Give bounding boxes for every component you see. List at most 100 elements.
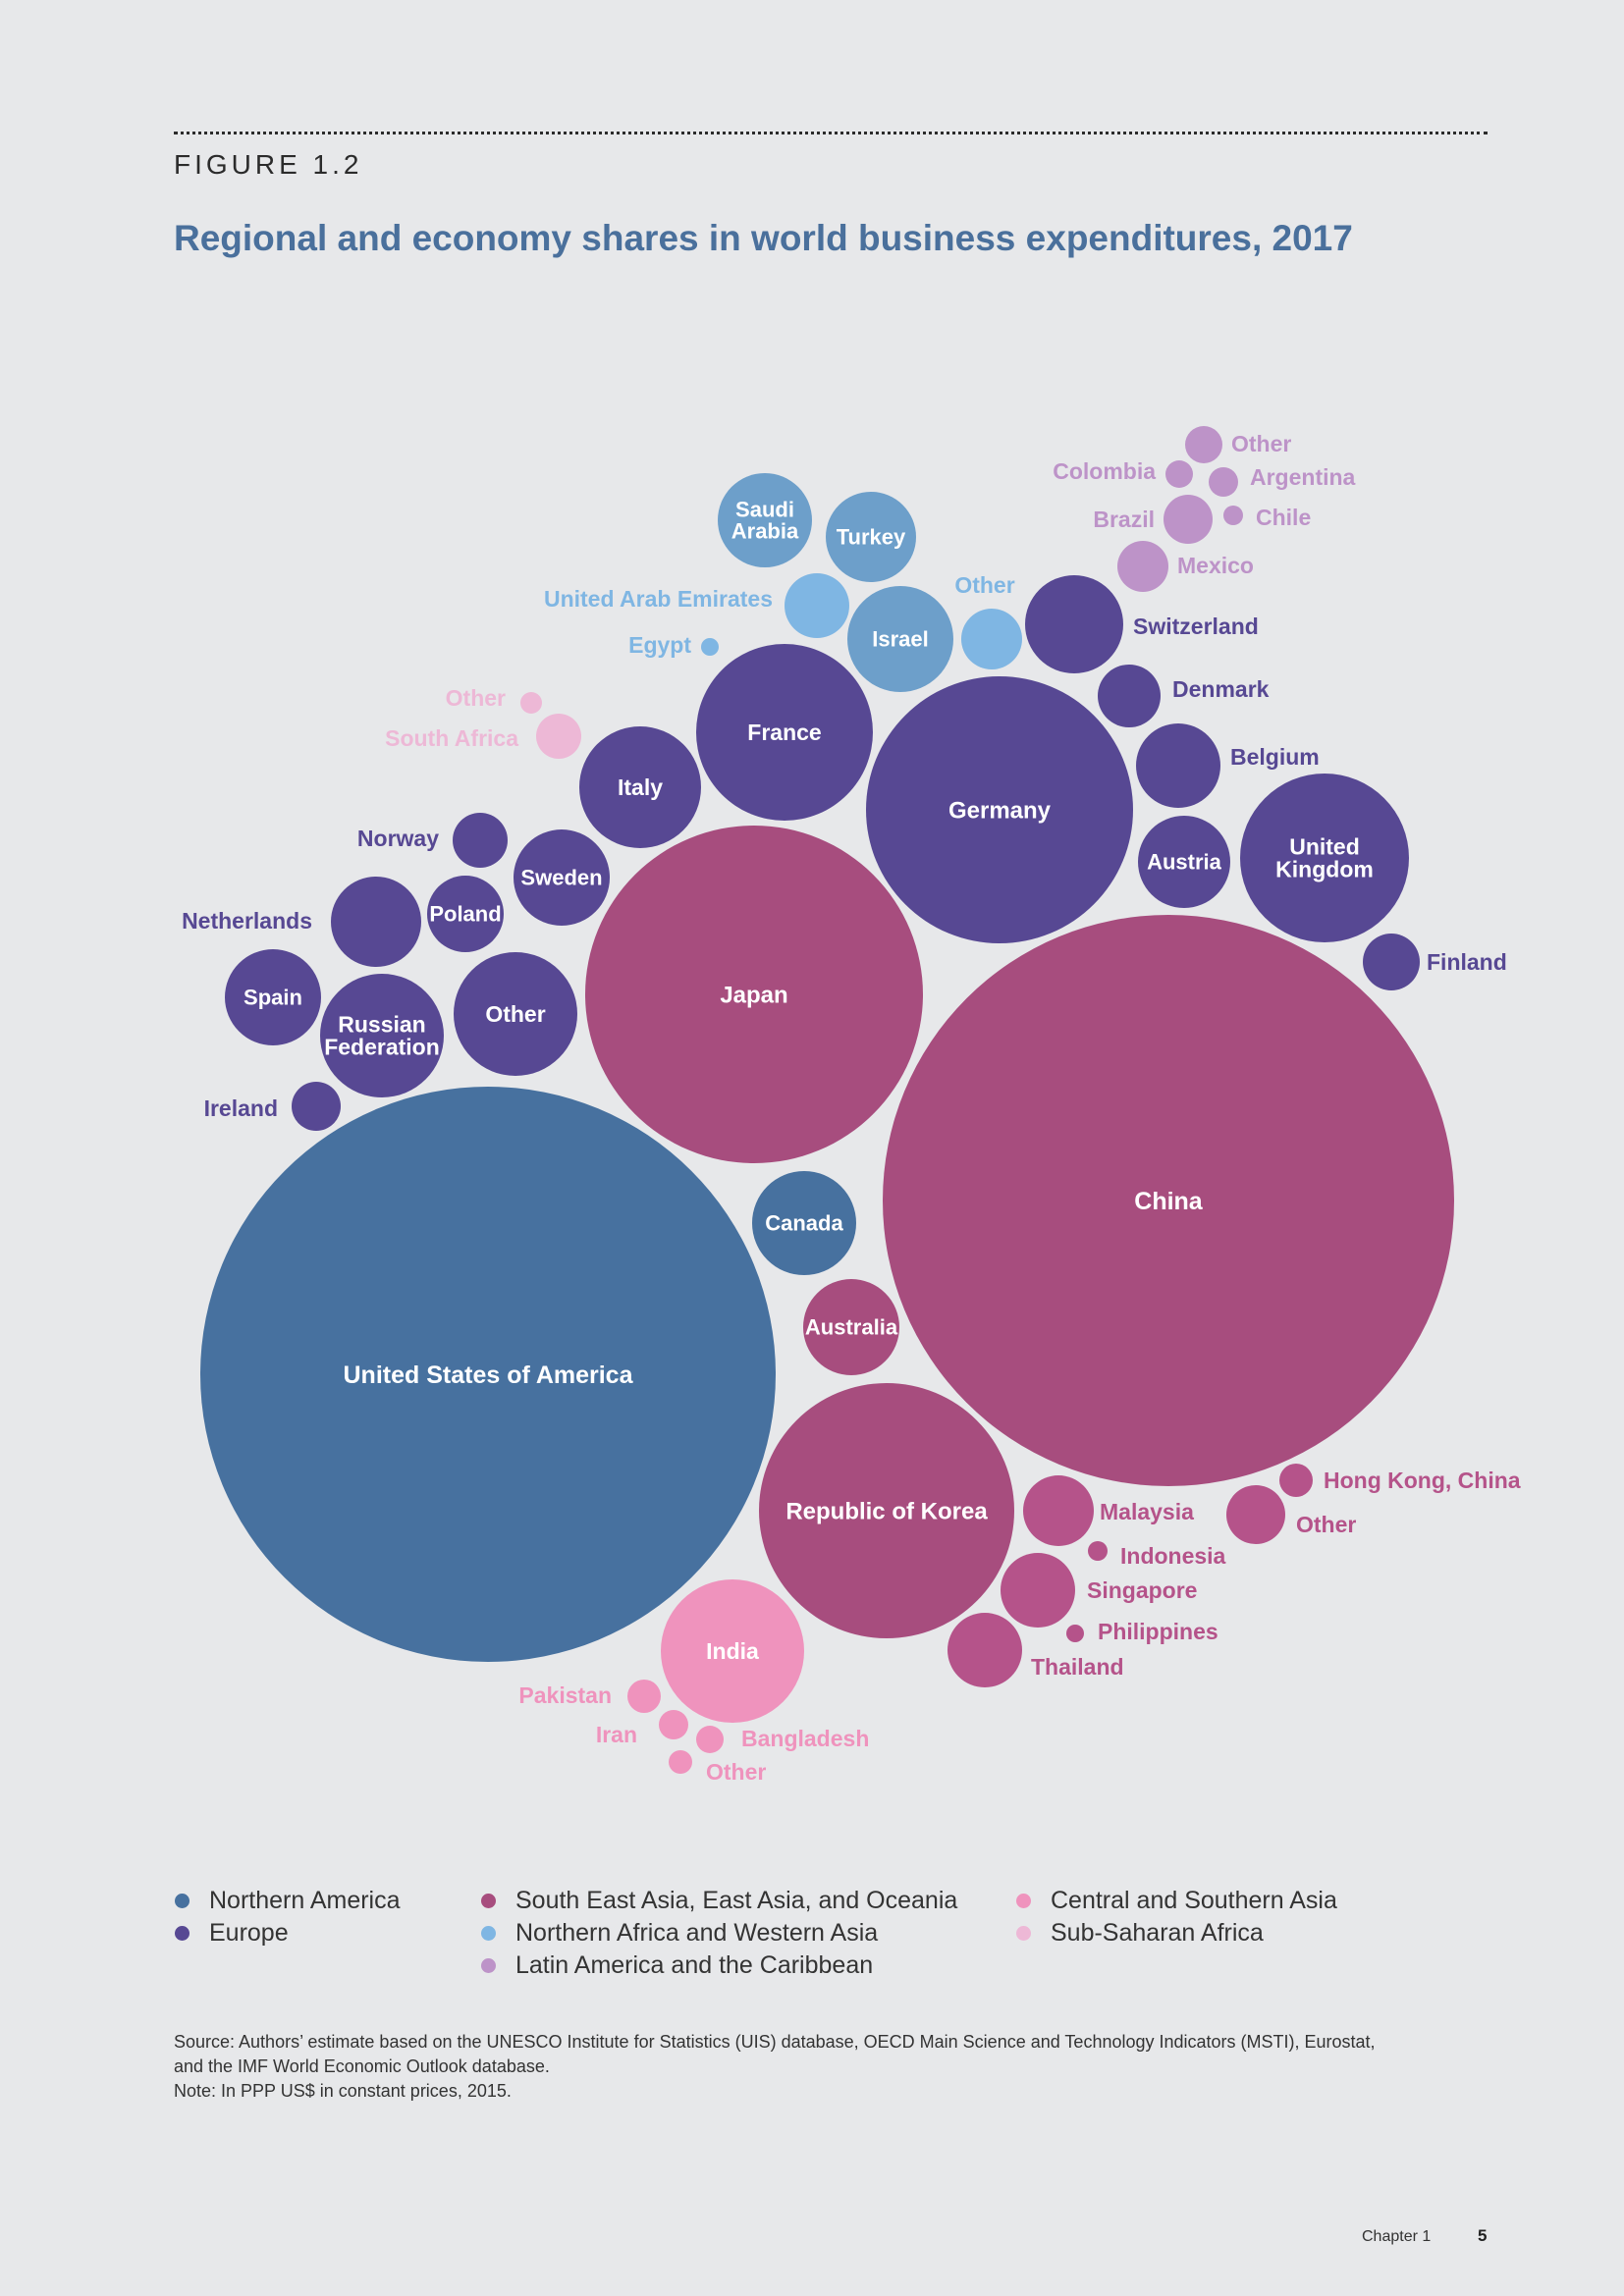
bubble-israel bbox=[847, 586, 953, 692]
bubble-label-line: Kingdom bbox=[1275, 857, 1374, 882]
bubble-label-chile: Chile bbox=[1256, 505, 1311, 530]
bubble-other bbox=[1226, 1485, 1285, 1544]
bubble-south-africa bbox=[536, 714, 581, 759]
bubble-label-other: Other bbox=[954, 572, 1014, 598]
bubble-other bbox=[669, 1750, 692, 1774]
bubble-label-austria: Austria bbox=[1147, 850, 1222, 875]
bubble-brazil bbox=[1164, 495, 1213, 544]
bubble-china bbox=[883, 915, 1454, 1486]
legend-label: Northern Africa and Western Asia bbox=[515, 1919, 879, 1947]
bubble-label-mexico: Mexico bbox=[1177, 553, 1254, 578]
bubble-netherlands bbox=[331, 877, 421, 967]
bubble-france bbox=[696, 644, 873, 821]
legend-dot bbox=[481, 1958, 496, 1973]
bubble-united-arab-emirates bbox=[785, 573, 849, 638]
bubble-ireland bbox=[292, 1082, 341, 1131]
bubble-label-thailand: Thailand bbox=[1031, 1654, 1124, 1680]
bubble-label-line: Arabia bbox=[731, 519, 799, 544]
bubble-label-line: Russian bbox=[338, 1012, 425, 1038]
bubble-label-brazil: Brazil bbox=[1093, 507, 1155, 532]
legend-dot bbox=[1016, 1926, 1031, 1941]
bubble-label-norway: Norway bbox=[357, 826, 439, 851]
bubble-sweden bbox=[514, 829, 610, 926]
bubble-label-united-states-of-america: United States of America bbox=[344, 1362, 634, 1389]
bubble-united-kingdom bbox=[1240, 774, 1409, 942]
bubble-bangladesh bbox=[696, 1726, 724, 1753]
bubble-label-line: United bbox=[1289, 834, 1360, 860]
footer-chapter: Chapter 1 bbox=[1362, 2228, 1432, 2245]
dotted-rule bbox=[174, 132, 1488, 134]
bubble-republic-of-korea bbox=[759, 1383, 1014, 1638]
bubble-label-spain: Spain bbox=[244, 986, 302, 1010]
figure-label: FIGURE 1.2 bbox=[174, 149, 363, 180]
bubble-united-states-of-america bbox=[200, 1087, 776, 1662]
bubble-denmark bbox=[1098, 665, 1161, 727]
bubble-label-hong-kong-china: Hong Kong, China bbox=[1324, 1468, 1521, 1493]
bubble-label-line: Saudi bbox=[735, 498, 794, 522]
chart-title: Regional and economy shares in world bus… bbox=[174, 218, 1353, 258]
bubble-finland bbox=[1363, 934, 1420, 990]
legend-item-northern-america: Northern America bbox=[175, 1887, 401, 1915]
legend-dot bbox=[481, 1926, 496, 1941]
bubble-argentina bbox=[1209, 467, 1238, 497]
bubble-colombia bbox=[1165, 460, 1193, 488]
bubble-label-indonesia: Indonesia bbox=[1120, 1543, 1226, 1569]
bubble-singapore bbox=[1001, 1553, 1075, 1628]
legend-label: Latin America and the Caribbean bbox=[515, 1951, 874, 1979]
bubble-iran bbox=[659, 1710, 688, 1739]
footer-page-number: 5 bbox=[1478, 2226, 1488, 2245]
bubble-india bbox=[661, 1579, 804, 1723]
bubble-label-poland: Poland bbox=[429, 902, 501, 927]
bubble-label-denmark: Denmark bbox=[1172, 676, 1270, 702]
bubble-chile bbox=[1223, 506, 1243, 525]
bubble-label-australia: Australia bbox=[805, 1315, 898, 1340]
legend-label: Sub-Saharan Africa bbox=[1051, 1919, 1264, 1947]
bubble-turkey bbox=[826, 492, 916, 582]
legend-label: Northern America bbox=[209, 1887, 401, 1914]
bubble-label-turkey: Turkey bbox=[837, 525, 906, 550]
bubble-label-singapore: Singapore bbox=[1087, 1577, 1197, 1603]
source-note: Source: Authors’ estimate based on the U… bbox=[174, 2030, 1450, 2104]
bubble-egypt bbox=[701, 638, 719, 656]
bubble-saudi-arabia bbox=[718, 473, 812, 567]
bubble-label-united-kingdom: United Kingdom bbox=[1275, 834, 1374, 882]
bubble-japan bbox=[585, 826, 923, 1163]
bubble-label-finland: Finland bbox=[1427, 949, 1507, 975]
bubble-label-ireland: Ireland bbox=[204, 1095, 278, 1121]
bubble-label-other: Other bbox=[1231, 431, 1291, 456]
bubble-label-pakistan: Pakistan bbox=[518, 1682, 612, 1708]
bubble-label-netherlands: Netherlands bbox=[182, 908, 312, 934]
bubble-other bbox=[1185, 426, 1222, 463]
bubble-label-saudi-arabia: Saudi Arabia bbox=[731, 498, 799, 544]
bubble-mexico bbox=[1117, 541, 1168, 592]
bubble-label-germany: Germany bbox=[948, 797, 1052, 824]
bubble-label-south-africa: South Africa bbox=[385, 725, 518, 751]
legend-label: Central and Southern Asia bbox=[1051, 1887, 1337, 1914]
legend-dot bbox=[175, 1926, 189, 1941]
bubble-thailand bbox=[947, 1613, 1022, 1687]
bubble-hong-kong-china bbox=[1279, 1464, 1313, 1497]
bubble-label-philippines: Philippines bbox=[1098, 1619, 1218, 1644]
bubble-label-switzerland: Switzerland bbox=[1133, 614, 1259, 639]
bubble-poland bbox=[427, 876, 504, 952]
bubble-label-canada: Canada bbox=[765, 1211, 843, 1236]
bubble-label-russian-federation: Russian Federation bbox=[324, 1012, 440, 1060]
bubble-malaysia bbox=[1023, 1475, 1094, 1546]
legend-label: Europe bbox=[209, 1919, 289, 1947]
bubble-pakistan bbox=[627, 1680, 661, 1713]
note-line: Note: In PPP US$ in constant prices, 201… bbox=[174, 2081, 512, 2101]
legend-item-asia-pacific: South East Asia, East Asia, and Oceania bbox=[481, 1887, 957, 1915]
bubble-label-iran: Iran bbox=[596, 1722, 637, 1747]
bubble-label-other: Other bbox=[485, 1001, 545, 1027]
legend-label: South East Asia, East Asia, and Oceania bbox=[515, 1887, 958, 1914]
bubble-spain bbox=[225, 949, 321, 1045]
bubble-label-india: India bbox=[706, 1638, 759, 1664]
bubble-italy bbox=[579, 726, 701, 848]
bubble-germany bbox=[866, 676, 1133, 943]
bubble-other bbox=[520, 692, 542, 714]
bubble-austria bbox=[1138, 816, 1230, 908]
bubble-label-other: Other bbox=[706, 1759, 766, 1785]
bubble-switzerland bbox=[1025, 575, 1123, 673]
bubble-norway bbox=[453, 813, 508, 868]
legend-dot bbox=[481, 1894, 496, 1908]
